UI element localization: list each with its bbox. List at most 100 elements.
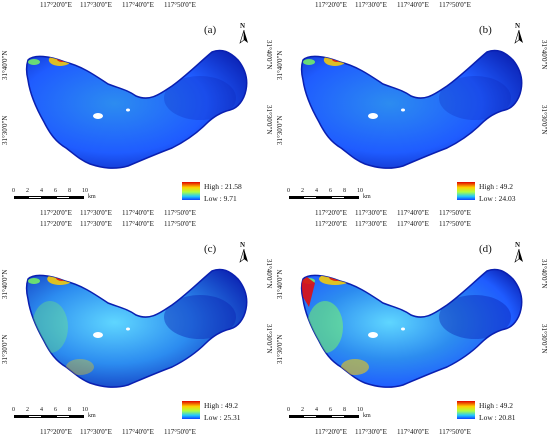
top-longitude-label: 117°20'0"E	[315, 1, 347, 9]
scale-tick: 10	[82, 407, 88, 413]
top-longitude-label: 117°50'0"E	[164, 1, 196, 9]
scale-tick: 8	[343, 407, 346, 413]
bottom-longitude-label: 117°20'0"E	[315, 428, 347, 436]
top-longitude-label: 117°40'0"E	[397, 220, 429, 228]
top-longitude-label: 117°50'0"E	[439, 220, 471, 228]
top-longitude-label: 117°40'0"E	[122, 220, 154, 228]
north-label: N	[240, 22, 246, 30]
north-arrow-icon: N	[512, 241, 526, 263]
scale-tick: 6	[329, 188, 332, 194]
right-latitude-label: 31°40'0"N	[265, 40, 273, 70]
bottom-longitude-label: 117°20'0"E	[40, 209, 72, 217]
scale-tick: 6	[329, 407, 332, 413]
right-latitude-label: 31°40'0"N	[265, 259, 273, 289]
bottom-longitude-label: 117°30'0"E	[355, 209, 387, 217]
legend-gradient	[457, 182, 475, 200]
bottom-longitude-label: 117°40'0"E	[122, 209, 154, 217]
left-latitude-label: 31°30'0"N	[1, 115, 9, 145]
scale-tick: 2	[26, 407, 29, 413]
island	[93, 113, 103, 119]
scale-tick: 10	[357, 407, 363, 413]
legend-gradient	[457, 401, 475, 419]
bottom-longitude-label: 117°40'0"E	[397, 428, 429, 436]
panel-label: (c)	[204, 243, 217, 255]
north-arrow-icon: N	[237, 22, 251, 44]
scale-tick: 6	[54, 188, 57, 194]
panel-label: (a)	[204, 24, 217, 36]
left-latitude-label: 31°30'0"N	[276, 334, 284, 364]
right-latitude-label: 31°40'0"N	[540, 40, 548, 70]
scale-tick: 10	[82, 188, 88, 194]
panel-label: (d)	[479, 243, 492, 255]
bottom-longitude-label: 117°30'0"E	[80, 209, 112, 217]
left-latitude-label: 31°30'0"N	[1, 334, 9, 364]
bottom-longitude-label: 117°50'0"E	[164, 209, 196, 217]
left-latitude-label: 31°40'0"N	[276, 50, 284, 80]
scale-tick: 8	[68, 188, 71, 194]
lake-map	[25, 49, 248, 169]
scale-tick: 2	[301, 407, 304, 413]
bottom-longitude-label: 117°30'0"E	[80, 428, 112, 436]
top-longitude-label: 117°30'0"E	[80, 220, 112, 228]
island	[368, 332, 378, 338]
top-longitude-label: 117°30'0"E	[355, 1, 387, 9]
lake-surface	[25, 49, 248, 169]
top-longitude-label: 117°50'0"E	[164, 220, 196, 228]
north-arrow-icon: N	[237, 241, 251, 263]
top-longitude-label: 117°30'0"E	[80, 1, 112, 9]
bottom-longitude-label: 117°20'0"E	[315, 209, 347, 217]
lake-map	[300, 268, 523, 388]
legend-high: High : 49.2	[479, 401, 513, 410]
legend-high: High : 21.58	[204, 182, 242, 191]
island	[93, 332, 103, 338]
north-label: N	[515, 22, 521, 30]
scale-tick: 8	[343, 188, 346, 194]
scale-tick: 0	[287, 188, 290, 194]
top-longitude-label: 117°30'0"E	[355, 220, 387, 228]
legend-gradient	[182, 401, 200, 419]
scale-tick: 0	[287, 407, 290, 413]
scale-tick: 2	[301, 188, 304, 194]
north-label: N	[240, 241, 246, 249]
top-longitude-label: 117°40'0"E	[122, 1, 154, 9]
scale-tick: 0	[12, 188, 15, 194]
top-longitude-label: 117°50'0"E	[439, 1, 471, 9]
lake-surface	[300, 268, 523, 388]
bottom-longitude-label: 117°50'0"E	[164, 428, 196, 436]
lake-map	[300, 49, 523, 169]
scale-unit: km	[88, 194, 96, 200]
bottom-longitude-label: 117°50'0"E	[439, 209, 471, 217]
scale-unit: km	[88, 413, 96, 419]
right-latitude-label: 31°30'0"N	[540, 105, 548, 135]
lake-surface	[300, 49, 523, 169]
panel-label: (b)	[479, 24, 492, 36]
scale-tick: 4	[40, 188, 43, 194]
legend-low: Low : 20.81	[479, 413, 516, 422]
bottom-longitude-label: 117°20'0"E	[40, 428, 72, 436]
scale-tick: 4	[40, 407, 43, 413]
lake-surface	[25, 268, 248, 388]
map-panel-a: 117°20'0"E 117°30'0"E 117°40'0"E 117°50'0"E…	[0, 0, 275, 219]
scale-tick: 2	[26, 188, 29, 194]
north-arrow-icon: N	[512, 22, 526, 44]
top-longitude-label: 117°20'0"E	[315, 220, 347, 228]
legend-high: High : 49.2	[479, 182, 513, 191]
map-panel-b: 117°20'0"E 117°30'0"E 117°40'0"E 117°50'0"E…	[275, 0, 550, 219]
scale-unit: km	[363, 413, 371, 419]
lake-map	[25, 268, 248, 388]
legend-low: Low : 24.03	[479, 194, 516, 203]
bottom-longitude-label: 117°50'0"E	[439, 428, 471, 436]
bottom-longitude-label: 117°40'0"E	[122, 428, 154, 436]
scale-tick: 0	[12, 407, 15, 413]
legend-gradient	[182, 182, 200, 200]
north-label: N	[515, 241, 521, 249]
map-panel-c: 117°20'0"E 117°30'0"E 117°40'0"E 117°50'0"E…	[0, 219, 275, 438]
top-longitude-label: 117°20'0"E	[40, 1, 72, 9]
scale-tick: 4	[315, 407, 318, 413]
island	[368, 113, 378, 119]
scale-tick: 4	[315, 188, 318, 194]
map-panel-d: 117°20'0"E 117°30'0"E 117°40'0"E 117°50'0"E…	[275, 219, 550, 438]
scale-tick: 8	[68, 407, 71, 413]
top-longitude-label: 117°40'0"E	[397, 1, 429, 9]
bottom-longitude-label: 117°40'0"E	[397, 209, 429, 217]
